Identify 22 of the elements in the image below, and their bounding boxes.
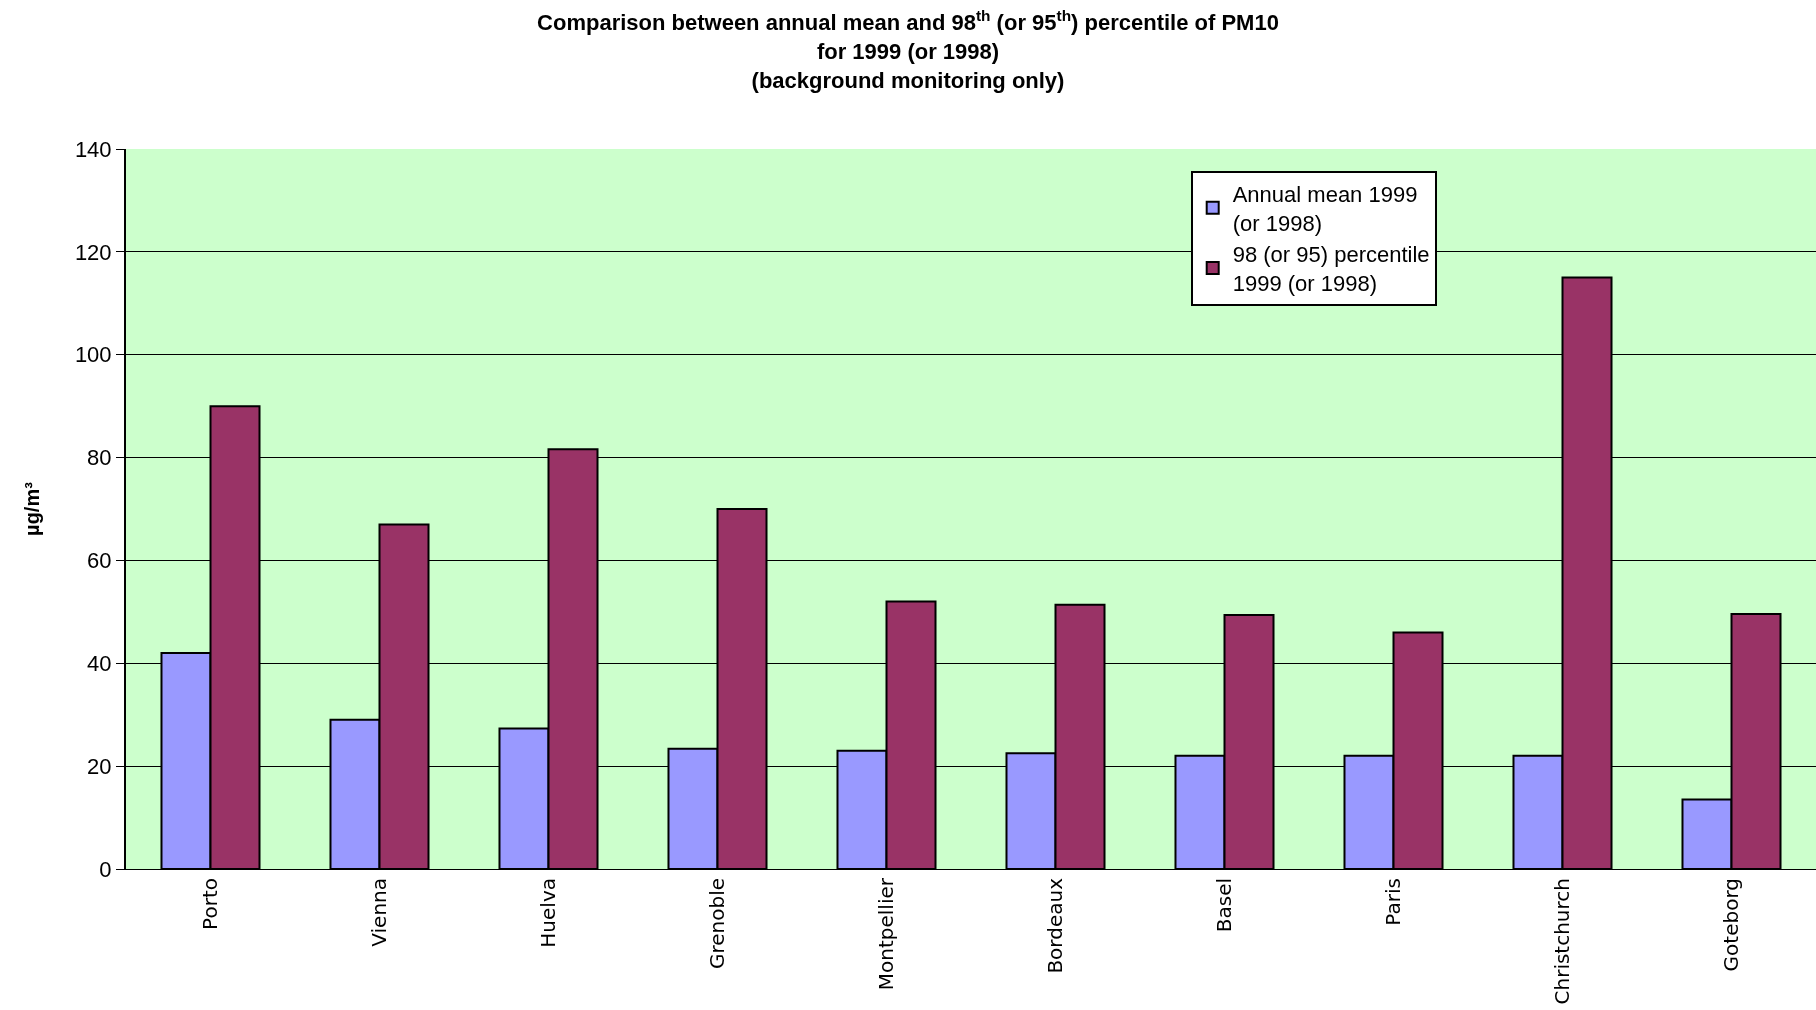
x-tick-label: Paris bbox=[1381, 878, 1405, 926]
x-tick-label: Huelva bbox=[536, 878, 560, 948]
y-axis-title: µg/m³ bbox=[20, 481, 43, 536]
x-tick-label: Montpellier bbox=[874, 877, 898, 991]
x-tick-label: Grenoble bbox=[705, 878, 729, 970]
y-tick-label: 40 bbox=[87, 650, 112, 676]
legend-label: Annual mean 1999 (or 1998) bbox=[1232, 181, 1418, 236]
x-tick-label: Goteborg bbox=[1719, 878, 1743, 972]
y-tick-label: 120 bbox=[74, 239, 112, 265]
y-tick-label: 0 bbox=[99, 856, 112, 882]
y-tick-label: 20 bbox=[87, 753, 112, 779]
x-tick-label: Basel bbox=[1212, 878, 1236, 933]
y-tick-label: 60 bbox=[87, 548, 112, 574]
chart-title: Comparison between annual mean and 98$^{th}$ (or 95$^{th}$) percentile of PM10 for 1999 (or 1998) (background monitoring only) bbox=[537, 7, 1279, 93]
x-tick-label: Porto bbox=[198, 878, 222, 930]
legend-label: 98 (or 95) percentile 1999 (or 1998) bbox=[1232, 242, 1430, 296]
y-tick-label: 140 bbox=[74, 136, 112, 162]
y-tick-label: 100 bbox=[74, 342, 112, 368]
x-tick-label: Vienna bbox=[367, 878, 391, 947]
x-tick-label: Bordeaux bbox=[1043, 877, 1067, 974]
x-tick-label: Christchurch bbox=[1550, 878, 1574, 1005]
y-tick-label: 80 bbox=[87, 445, 112, 471]
